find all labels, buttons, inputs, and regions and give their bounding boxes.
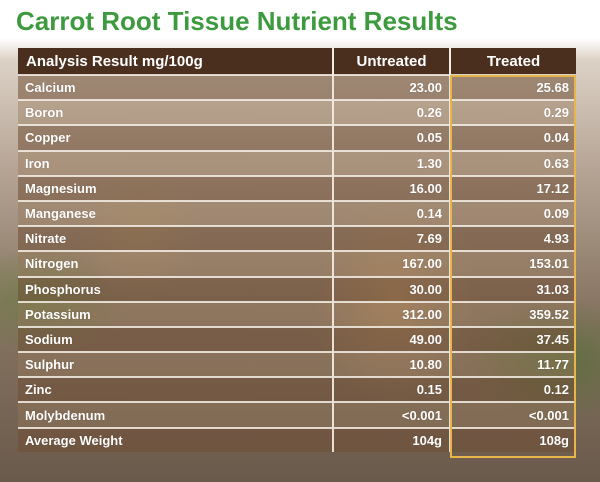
nutrient-name-cell: Magnesium xyxy=(18,174,334,201)
header-untreated: Untreated xyxy=(333,48,451,75)
untreated-value-cell: 104g xyxy=(333,426,451,452)
untreated-value-cell: 23.00 xyxy=(333,73,451,101)
treated-value-cell: 25.68 xyxy=(450,73,576,101)
untreated-value-cell: 0.26 xyxy=(333,99,451,126)
nutrient-name-cell: Boron xyxy=(18,99,334,126)
table-row: Sulphur 10.80 11.77 xyxy=(18,351,576,378)
table-row: Phosphorus 30.00 31.03 xyxy=(18,275,576,302)
table-header-row: Analysis Result mg/100g Untreated Treate… xyxy=(18,48,576,75)
untreated-value-cell: 30.00 xyxy=(333,275,451,302)
header-analysis: Analysis Result mg/100g xyxy=(18,48,334,75)
treated-value-cell: 359.52 xyxy=(450,300,576,327)
page-title: Carrot Root Tissue Nutrient Results xyxy=(16,6,458,36)
table-row: Calcium 23.00 25.68 xyxy=(18,73,576,101)
nutrient-name-cell: Molybdenum xyxy=(18,401,334,428)
table-row: Copper 0.05 0.04 xyxy=(18,124,576,151)
header-treated: Treated xyxy=(450,48,576,75)
treated-value-cell: 0.12 xyxy=(450,376,576,403)
untreated-value-cell: 1.30 xyxy=(333,149,451,176)
untreated-value-cell: 0.15 xyxy=(333,376,451,403)
table-row: Molybdenum <0.001 <0.001 xyxy=(18,401,576,428)
untreated-value-cell: 49.00 xyxy=(333,325,451,353)
untreated-value-cell: 167.00 xyxy=(333,250,451,277)
treated-value-cell: 0.63 xyxy=(450,149,576,176)
table-row: Iron 1.30 0.63 xyxy=(18,149,576,176)
nutrient-name-cell: Iron xyxy=(18,149,334,176)
treated-value-cell: 0.29 xyxy=(450,99,576,126)
treated-value-cell: 0.04 xyxy=(450,124,576,151)
untreated-value-cell: 0.05 xyxy=(333,124,451,151)
nutrient-name-cell: Nitrogen xyxy=(18,250,334,277)
treated-value-cell: 11.77 xyxy=(450,351,576,378)
nutrient-name-cell: Zinc xyxy=(18,376,334,403)
nutrient-name-cell: Average Weight xyxy=(18,426,334,452)
untreated-value-cell: 312.00 xyxy=(333,300,451,327)
nutrient-name-cell: Nitrate xyxy=(18,225,334,252)
nutrient-name-cell: Manganese xyxy=(18,199,334,227)
nutrient-name-cell: Sodium xyxy=(18,325,334,353)
untreated-value-cell: 10.80 xyxy=(333,351,451,378)
table-row: Magnesium 16.00 17.12 xyxy=(18,174,576,201)
table-row: Boron 0.26 0.29 xyxy=(18,99,576,126)
untreated-value-cell: <0.001 xyxy=(333,401,451,428)
nutrient-name-cell: Potassium xyxy=(18,300,334,327)
table-row: Zinc 0.15 0.12 xyxy=(18,376,576,403)
nutrient-name-cell: Calcium xyxy=(18,73,334,101)
treated-value-cell: 4.93 xyxy=(450,225,576,252)
table-row: Nitrogen 167.00 153.01 xyxy=(18,250,576,277)
untreated-value-cell: 7.69 xyxy=(333,225,451,252)
nutrient-name-cell: Sulphur xyxy=(18,351,334,378)
nutrient-results-table: Analysis Result mg/100g Untreated Treate… xyxy=(18,48,576,452)
table-row: Nitrate 7.69 4.93 xyxy=(18,225,576,252)
treated-value-cell: 17.12 xyxy=(450,174,576,201)
table-row: Potassium 312.00 359.52 xyxy=(18,300,576,327)
treated-value-cell: 37.45 xyxy=(450,325,576,353)
treated-value-cell: 108g xyxy=(450,426,576,452)
untreated-value-cell: 0.14 xyxy=(333,199,451,227)
table-row: Manganese 0.14 0.09 xyxy=(18,199,576,227)
nutrient-name-cell: Copper xyxy=(18,124,334,151)
table-row: Average Weight 104g 108g xyxy=(18,426,576,452)
untreated-value-cell: 16.00 xyxy=(333,174,451,201)
treated-value-cell: 0.09 xyxy=(450,199,576,227)
table-row: Sodium 49.00 37.45 xyxy=(18,325,576,353)
treated-value-cell: 31.03 xyxy=(450,275,576,302)
treated-value-cell: <0.001 xyxy=(450,401,576,428)
treated-value-cell: 153.01 xyxy=(450,250,576,277)
nutrient-name-cell: Phosphorus xyxy=(18,275,334,302)
